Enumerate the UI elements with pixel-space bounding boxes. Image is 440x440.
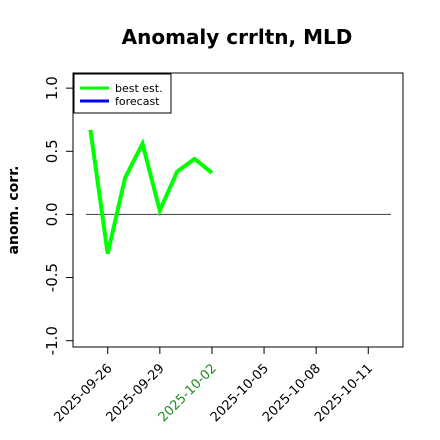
y-tick-label: 0.0 — [43, 202, 61, 226]
series-line-0 — [88, 129, 214, 255]
y-tick-label: 1.0 — [43, 76, 61, 100]
y-axis: -1.0 -0.5 0.0 0.5 1.0 — [43, 76, 73, 355]
legend-label-best-est: best est. — [115, 82, 163, 95]
chart-title: Anomaly crrltn, MLD — [122, 25, 353, 49]
series-group — [88, 129, 214, 255]
plot-frame — [72, 72, 404, 348]
y-tick-label: -0.5 — [43, 263, 61, 292]
y-tick-label: 0.5 — [43, 139, 61, 163]
legend-label-forecast: forecast — [115, 95, 160, 108]
y-tick-label: -1.0 — [43, 326, 61, 355]
x-axis: 2025-09-262025-09-292025-10-022025-10-05… — [52, 347, 376, 425]
legend-box — [73, 73, 172, 114]
legend: best est. forecast — [73, 73, 172, 114]
y-axis-label: anom. corr. — [6, 166, 22, 255]
